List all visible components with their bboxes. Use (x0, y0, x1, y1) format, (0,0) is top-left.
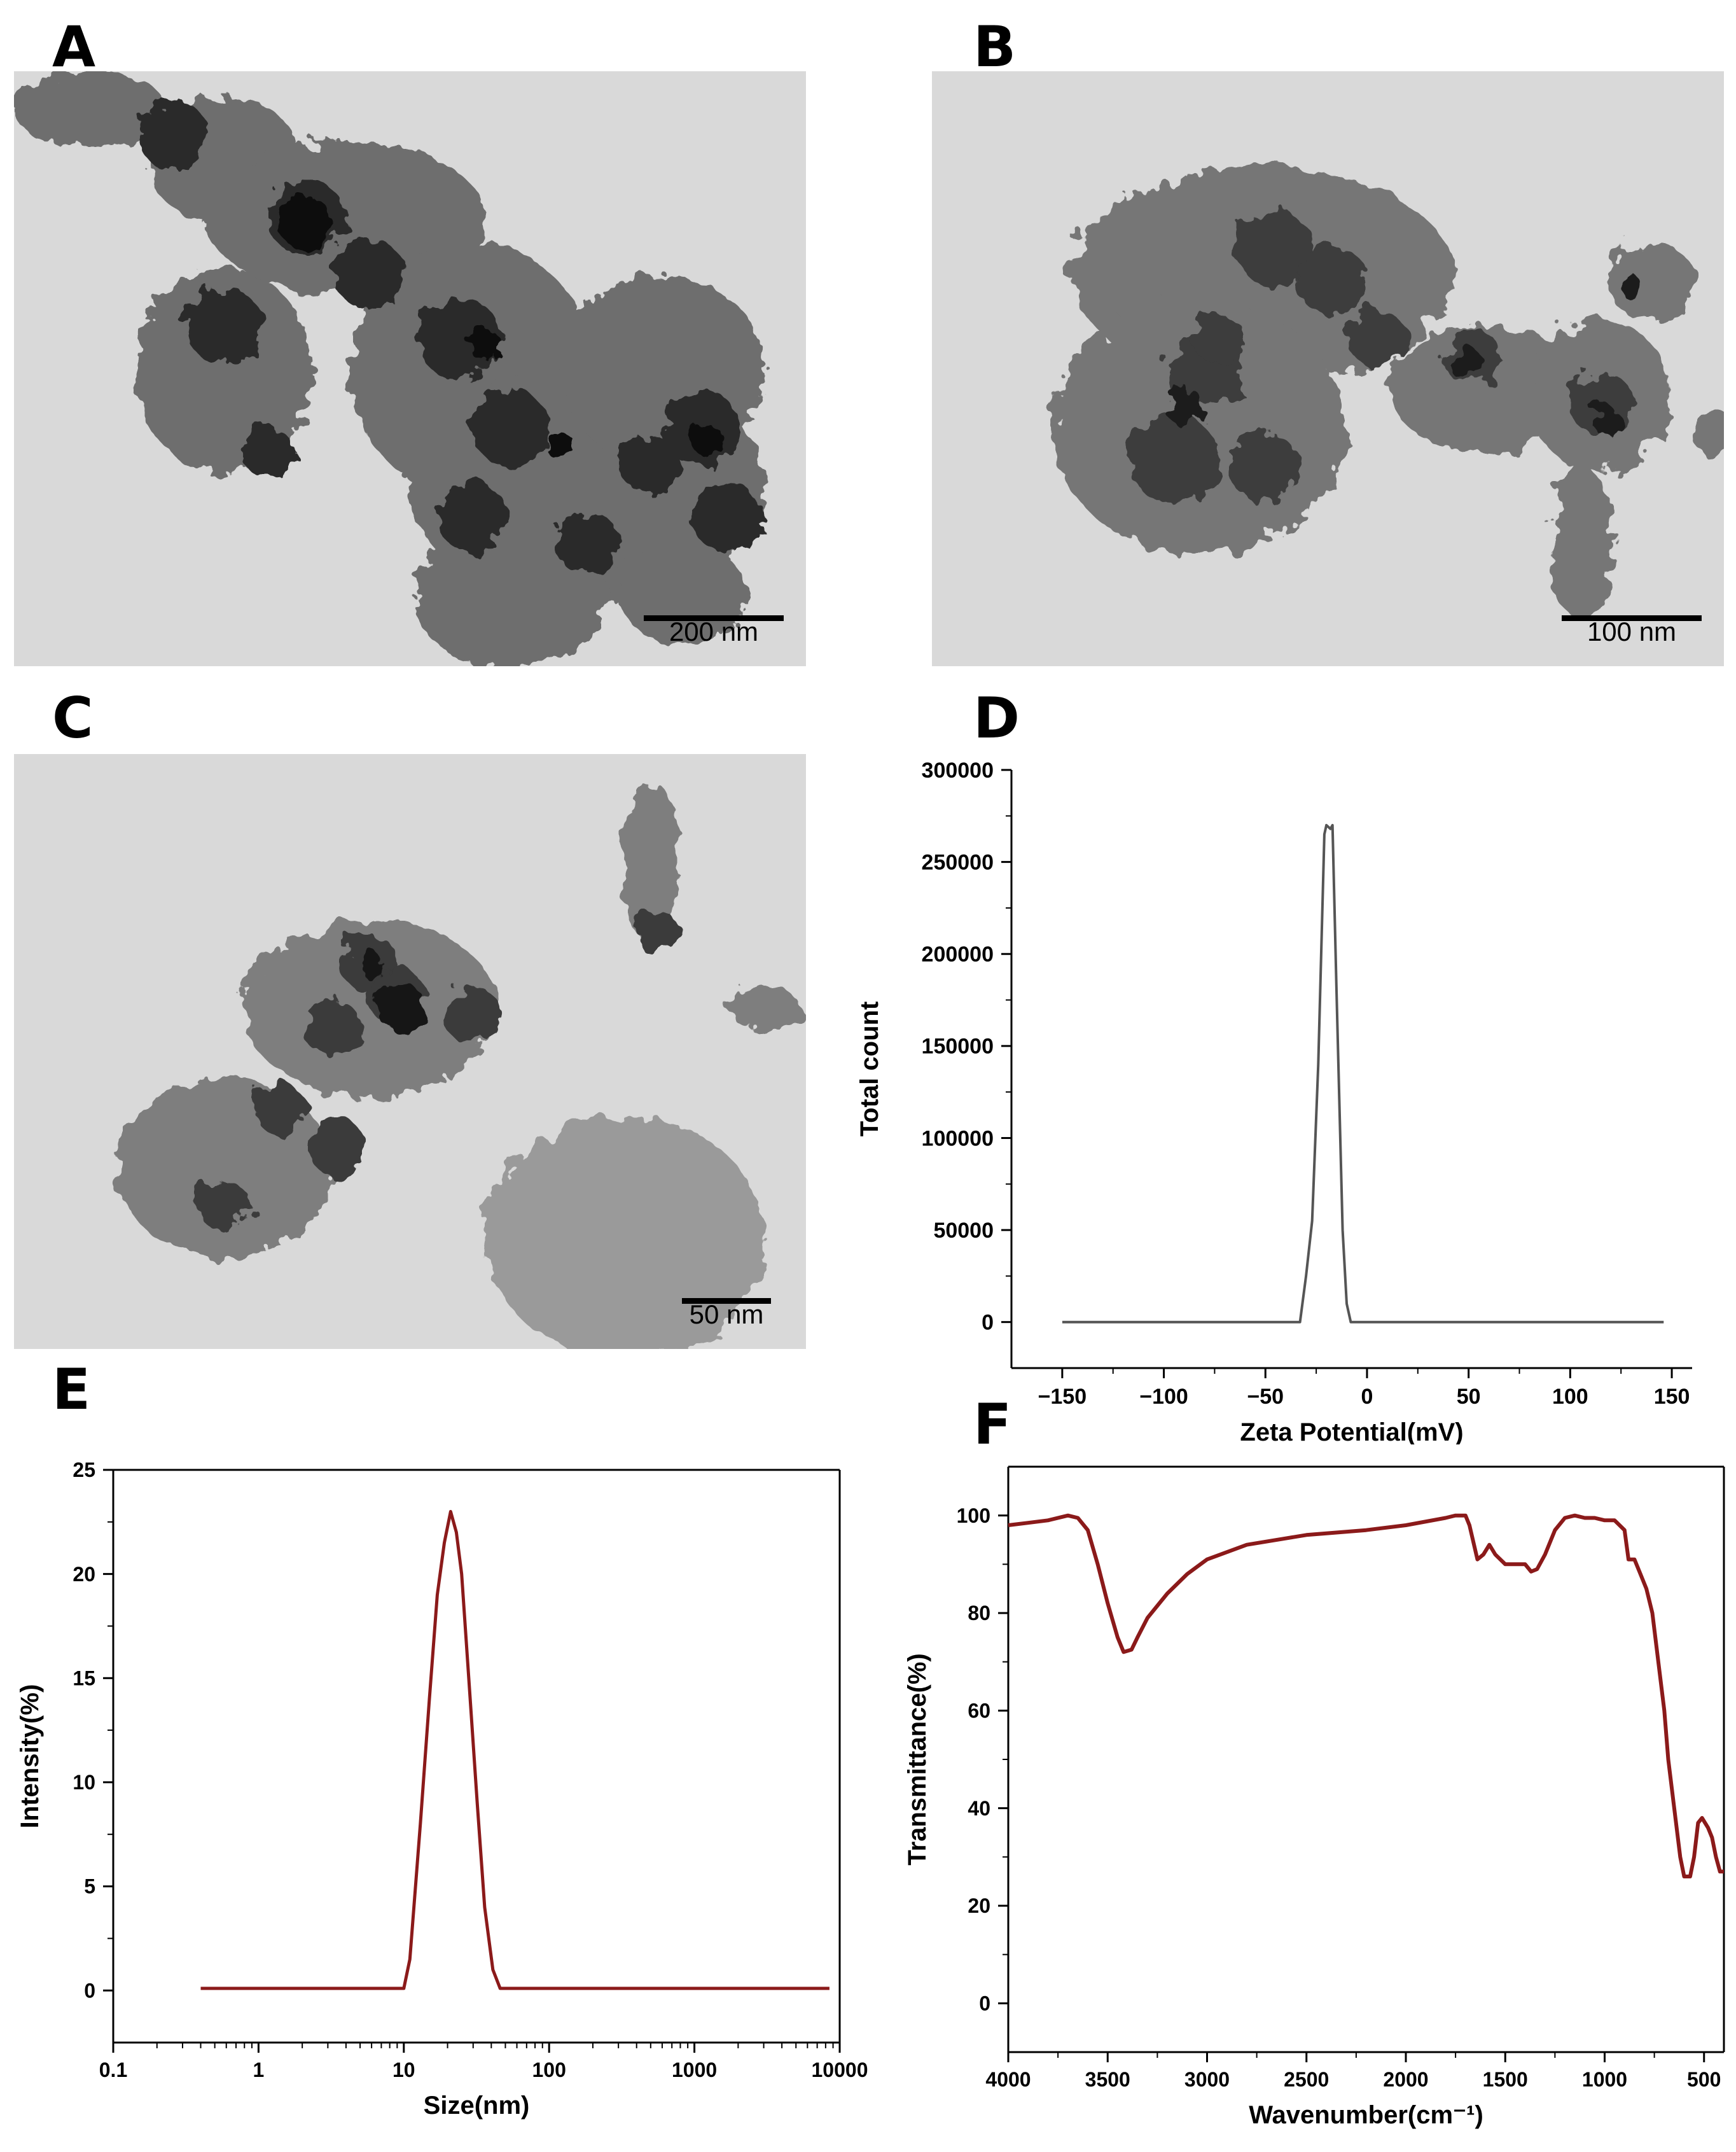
axes: −150 −100 −50 0 50 100 150 0 50000 100000 150000 20… (856, 758, 1692, 1444)
y-tick-label: 100000 (922, 1126, 994, 1150)
y-tick-label: 0 (84, 1979, 95, 2002)
ftir-spectrum-chart: 4000 3500 3000 2500 2000 1500 1000 500 0 20 40 60 80… (903, 1465, 1725, 2129)
y-tick-label: 25 (73, 1458, 95, 1481)
x-tick-label: −150 (1038, 1385, 1087, 1409)
x-axis-label: Zeta Potential(mV) (1240, 1418, 1463, 1444)
tem-image-b: 100 nm (932, 71, 1724, 666)
series-line (1062, 823, 1664, 1324)
scale-bar-label-c: 50 nm (690, 1299, 764, 1329)
series-line (1008, 1513, 1724, 1878)
x-tick-label: 0.1 (99, 2058, 127, 2081)
x-tick-label: 2500 (1284, 2068, 1329, 2091)
y-tick-label: 0 (982, 1311, 994, 1335)
x-tick-label: 3000 (1184, 2068, 1230, 2091)
tem-image-a: 200 nm (14, 71, 806, 666)
y-tick-label: 150000 (922, 1035, 994, 1059)
axes: 0.1 1 10 100 1000 10000 0 5 10 15 20 25 Size(nm) Inte… (16, 1458, 868, 2120)
panel-letter-e: E (52, 1357, 91, 1422)
y-tick-label: 300000 (922, 758, 994, 783)
size-distribution-chart: 0.1 1 10 100 1000 10000 0 5 10 15 20 25 Size(nm) Inte… (16, 1458, 868, 2120)
zeta-potential-chart: −150 −100 −50 0 50 100 150 0 50000 100000 150000 20… (856, 758, 1692, 1444)
x-tick-label: 100 (1552, 1385, 1588, 1409)
y-tick-label: 5 (84, 1875, 95, 1898)
x-axis-label: Size(nm) (424, 2092, 530, 2120)
axes: 4000 3500 3000 2500 2000 1500 1000 500 0 20 40 60 80… (903, 1465, 1725, 2129)
x-tick-label: 1000 (672, 2058, 717, 2081)
x-tick-label: 10 (392, 2058, 415, 2081)
y-axis-label: Transmittance(%) (903, 1653, 931, 1865)
y-tick-label: 10 (73, 1771, 95, 1794)
x-tick-label: 1000 (1582, 2068, 1627, 2091)
y-tick-label: 0 (979, 1992, 990, 2015)
y-tick-label: 200000 (922, 942, 994, 967)
x-tick-label: −50 (1247, 1385, 1284, 1409)
y-tick-label: 20 (968, 1894, 990, 1917)
x-tick-label: −100 (1139, 1385, 1188, 1409)
y-tick-label: 50000 (933, 1219, 994, 1243)
panel-letter-c: C (52, 685, 94, 751)
x-tick-label: 1 (253, 2058, 265, 2081)
x-tick-label: 4000 (985, 2068, 1031, 2091)
x-tick-label: 500 (1687, 2068, 1721, 2091)
panel-letter-b: B (973, 14, 1017, 80)
scale-bar-label-a: 200 nm (669, 617, 758, 646)
x-tick-label: 100 (532, 2058, 566, 2081)
y-tick-label: 15 (73, 1666, 95, 1689)
x-axis-label: Wavenumber(cm⁻¹) (1249, 2101, 1483, 2129)
tem-image-c: 50 nm (14, 754, 806, 1349)
y-tick-label: 60 (968, 1700, 990, 1722)
x-tick-label: 2000 (1383, 2068, 1428, 2091)
y-tick-label: 40 (968, 1797, 990, 1820)
panel-letter-a: A (52, 14, 96, 80)
y-tick-label: 100 (957, 1504, 990, 1527)
y-tick-label: 20 (73, 1563, 95, 1586)
nanoparticle-aggregate (14, 71, 765, 666)
nanoparticle-aggregate (116, 779, 800, 1349)
y-tick-label: 250000 (922, 851, 994, 875)
y-axis-label: Intensity(%) (16, 1684, 44, 1829)
nanoparticle-aggregate (1053, 167, 1724, 618)
scale-bar-label-b: 100 nm (1587, 617, 1676, 646)
x-tick-label: 1500 (1483, 2068, 1528, 2091)
x-tick-label: 0 (1361, 1385, 1373, 1409)
panel-letter-f: F (973, 1392, 1012, 1457)
x-tick-label: 3500 (1085, 2068, 1130, 2091)
x-tick-label: 150 (1654, 1385, 1690, 1409)
x-tick-label: 10000 (812, 2058, 868, 2081)
series-line (200, 1510, 830, 1990)
y-tick-label: 80 (968, 1602, 990, 1624)
panel-letter-d: D (973, 685, 1020, 751)
y-axis-label: Total count (856, 1002, 884, 1137)
x-tick-label: 50 (1457, 1385, 1481, 1409)
